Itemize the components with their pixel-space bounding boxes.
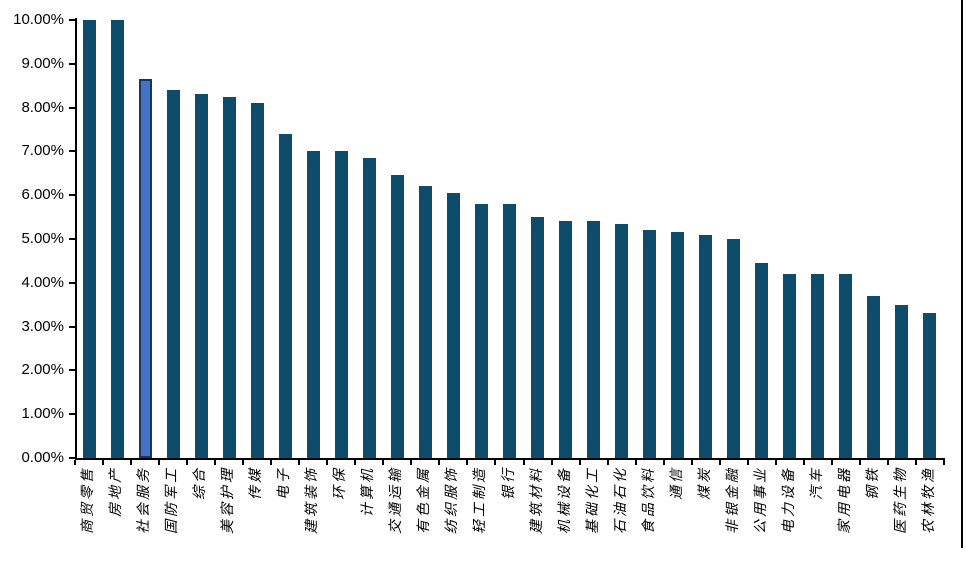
- x-axis-tick: [74, 460, 76, 465]
- y-axis-tick: [69, 325, 76, 328]
- y-axis-line: [75, 18, 77, 460]
- y-axis-tick-label: 5.00%: [21, 230, 64, 247]
- bar: [419, 186, 432, 458]
- x-axis-tick: [746, 460, 749, 465]
- bar: [195, 94, 208, 458]
- y-axis-tick-label: 10.00%: [13, 11, 64, 28]
- x-axis-tick: [606, 460, 609, 465]
- bar: [559, 221, 572, 458]
- bar: [279, 134, 292, 458]
- bar: [251, 103, 264, 458]
- x-axis-tick: [662, 460, 665, 465]
- x-axis-tick: [354, 460, 357, 465]
- x-axis-tick: [494, 460, 497, 465]
- y-axis-tick: [69, 19, 76, 21]
- bar: [475, 204, 488, 458]
- figure-right-border: [961, 0, 963, 548]
- bar: [307, 151, 320, 458]
- x-axis-tick: [550, 460, 553, 465]
- bar: [867, 296, 880, 458]
- y-axis-tick: [69, 238, 76, 240]
- y-axis-tick: [69, 62, 76, 65]
- x-axis-line: [75, 458, 945, 460]
- bar: [391, 175, 404, 458]
- bar: [783, 274, 796, 458]
- y-axis-tick-label: 9.00%: [21, 54, 64, 72]
- x-axis-tick: [634, 460, 637, 465]
- bar: [503, 204, 516, 458]
- bar: [839, 274, 852, 458]
- bar: [643, 230, 656, 458]
- x-axis-tick: [578, 460, 581, 465]
- y-axis-tick: [69, 150, 76, 153]
- bar: [83, 20, 96, 458]
- x-axis-tick: [102, 460, 105, 465]
- bar: [167, 90, 180, 458]
- bar: [755, 263, 768, 458]
- x-axis-tick: [802, 460, 805, 465]
- y-axis-tick: [69, 106, 76, 109]
- bar: [531, 217, 544, 458]
- bar: [447, 193, 460, 458]
- bar: [923, 313, 936, 458]
- x-axis-tick: [522, 460, 525, 465]
- x-axis-tick: [270, 460, 273, 465]
- bar: [223, 97, 236, 458]
- y-axis-tick-label: 6.00%: [21, 186, 64, 204]
- x-axis-tick: [718, 460, 721, 465]
- x-axis-tick: [186, 460, 189, 465]
- y-axis-tick: [69, 194, 76, 197]
- x-axis-tick: [298, 460, 301, 465]
- y-axis-tick-label: 1.00%: [21, 405, 64, 423]
- x-axis-tick: [158, 460, 161, 465]
- x-axis-tick: [914, 460, 917, 465]
- x-axis-tick: [690, 460, 693, 465]
- bar: [671, 232, 684, 458]
- bar: [111, 20, 124, 458]
- bar: [895, 305, 908, 458]
- bar: [727, 239, 740, 458]
- y-axis-tick-label: 4.00%: [21, 273, 64, 291]
- bar: [811, 274, 824, 458]
- x-axis-tick: [774, 460, 777, 465]
- bar: [335, 151, 348, 458]
- x-axis-tick: [943, 460, 945, 465]
- y-axis-tick-label: 8.00%: [21, 98, 64, 116]
- x-axis-tick: [438, 460, 441, 465]
- x-axis-tick: [858, 460, 861, 465]
- bar: [699, 235, 712, 458]
- x-axis-tick: [886, 460, 889, 465]
- y-axis-tick-label: 2.00%: [21, 361, 64, 379]
- y-axis-tick: [69, 413, 76, 416]
- x-axis-tick: [326, 460, 329, 465]
- x-axis-tick: [382, 460, 385, 465]
- y-axis-tick-label: 0.00%: [21, 449, 64, 466]
- bar: [363, 158, 376, 458]
- y-axis-tick: [69, 457, 76, 459]
- y-axis-tick: [69, 369, 76, 372]
- y-axis-tick-label: 3.00%: [21, 317, 64, 335]
- bar-highlighted: [139, 79, 152, 458]
- x-axis-tick: [242, 460, 245, 465]
- x-axis-tick: [130, 460, 133, 465]
- y-axis-tick: [69, 281, 76, 284]
- x-axis-tick: [214, 460, 217, 465]
- y-axis-tick-label: 7.00%: [21, 142, 64, 160]
- x-axis-tick: [830, 460, 833, 465]
- bar: [587, 221, 600, 458]
- x-axis-tick: [410, 460, 413, 465]
- x-axis-tick: [466, 460, 469, 465]
- bar: [615, 224, 628, 458]
